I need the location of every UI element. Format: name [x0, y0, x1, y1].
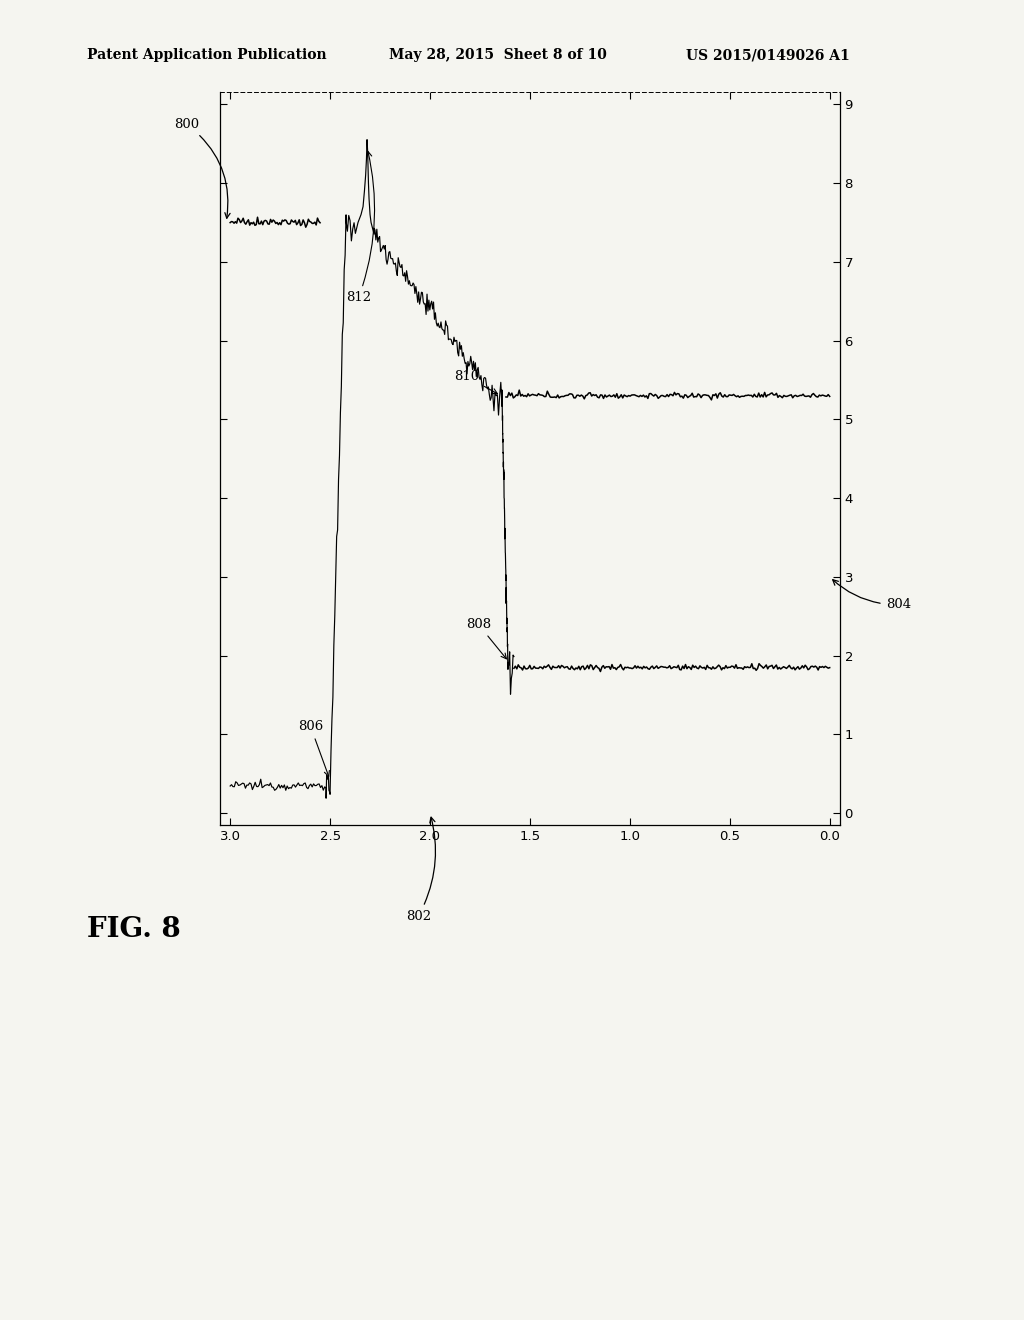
Text: 804: 804 — [833, 579, 910, 611]
Text: May 28, 2015  Sheet 8 of 10: May 28, 2015 Sheet 8 of 10 — [389, 49, 607, 62]
Text: 810: 810 — [454, 370, 498, 393]
Text: 812: 812 — [346, 152, 375, 304]
Text: 802: 802 — [406, 817, 435, 923]
Text: US 2015/0149026 A1: US 2015/0149026 A1 — [686, 49, 850, 62]
Text: 808: 808 — [466, 618, 507, 659]
Text: 800: 800 — [174, 117, 230, 218]
Text: FIG. 8: FIG. 8 — [87, 916, 181, 944]
Text: 806: 806 — [298, 721, 330, 776]
Text: Patent Application Publication: Patent Application Publication — [87, 49, 327, 62]
